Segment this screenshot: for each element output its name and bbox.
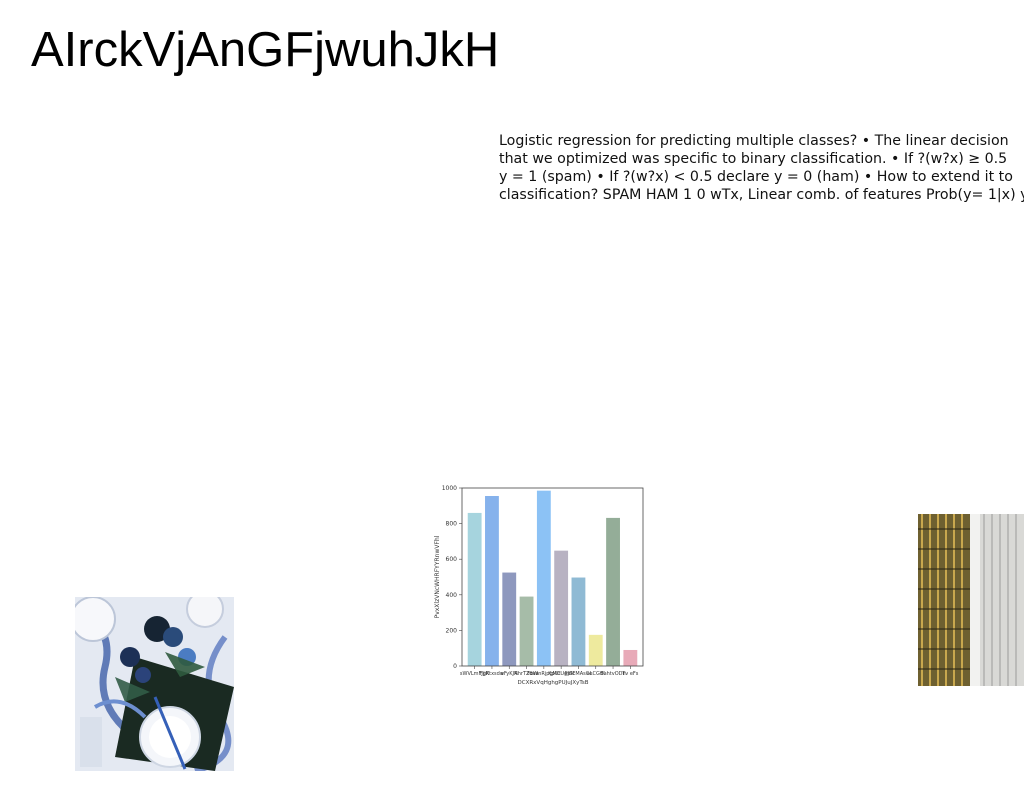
- building-facade-photo: [918, 514, 1024, 686]
- bar-8: [588, 634, 603, 666]
- table-setting-illustration: [75, 597, 234, 771]
- bar-chart: PvxXlzVNcWHRFYYRnwVFhl DCXRxVqHghgPUJuJX…: [434, 485, 644, 686]
- y-tick-label: 200: [446, 627, 458, 634]
- x-tick-label: aLCGfK: [587, 671, 606, 677]
- y-tick-label: 600: [446, 556, 458, 563]
- slide-text-line: Logistic regression for predicting multi…: [499, 133, 1009, 149]
- x-tick-label: PJSEMAsCe: [565, 671, 593, 677]
- x-tick-label: eFyKJN: [501, 671, 518, 677]
- slide-text: Logistic regression for predicting multi…: [499, 132, 1024, 208]
- y-axis-label: PvxXlzVNcWHRFYYRnwVFhl: [434, 535, 441, 618]
- bar-2: [485, 496, 499, 666]
- bar-7: [571, 577, 586, 666]
- slide-text-line: classification? SPAM HAM 1 0 wTx, Linear…: [499, 187, 1024, 203]
- bar-9: [606, 517, 620, 666]
- x-tick-label: sWVLmFJgK: [460, 671, 490, 677]
- x-tick-label: KpUtUgaN: [548, 671, 574, 677]
- x-tick-label: FjjRtxsdw: [480, 671, 504, 677]
- bar-5: [536, 490, 551, 666]
- bar-1: [467, 512, 482, 666]
- y-tick-label: 0: [453, 663, 457, 670]
- x-tick-label: FbWnRjpgMC: [527, 671, 561, 677]
- bar-10: [623, 649, 638, 666]
- table-setting-photo: [75, 597, 234, 771]
- slide-text-line: that we optimized was specific to binary…: [499, 151, 1008, 167]
- x-tick-label: Tv eFs: [621, 671, 639, 677]
- page-title: AIrckVjAnGFjwuhJkH: [31, 23, 500, 77]
- building-illustration: [918, 514, 1024, 686]
- x-axis-label: DCXRxVqHghgPUJuJXyTsB: [518, 680, 589, 686]
- bar-6: [554, 550, 569, 666]
- bar-4: [519, 596, 534, 666]
- y-tick-label: 400: [446, 592, 458, 599]
- plot-frame: [461, 487, 644, 667]
- y-tick-label: 800: [446, 521, 458, 528]
- x-tick-label: AhrTZdea: [514, 671, 538, 677]
- bar-3: [502, 572, 517, 666]
- x-tick-label: EahtvODn: [600, 671, 625, 677]
- y-tick-label: 1000: [442, 485, 457, 492]
- slide-text-line: y = 1 (spam) • If ?(w?x) < 0.5 declare y…: [499, 169, 1013, 185]
